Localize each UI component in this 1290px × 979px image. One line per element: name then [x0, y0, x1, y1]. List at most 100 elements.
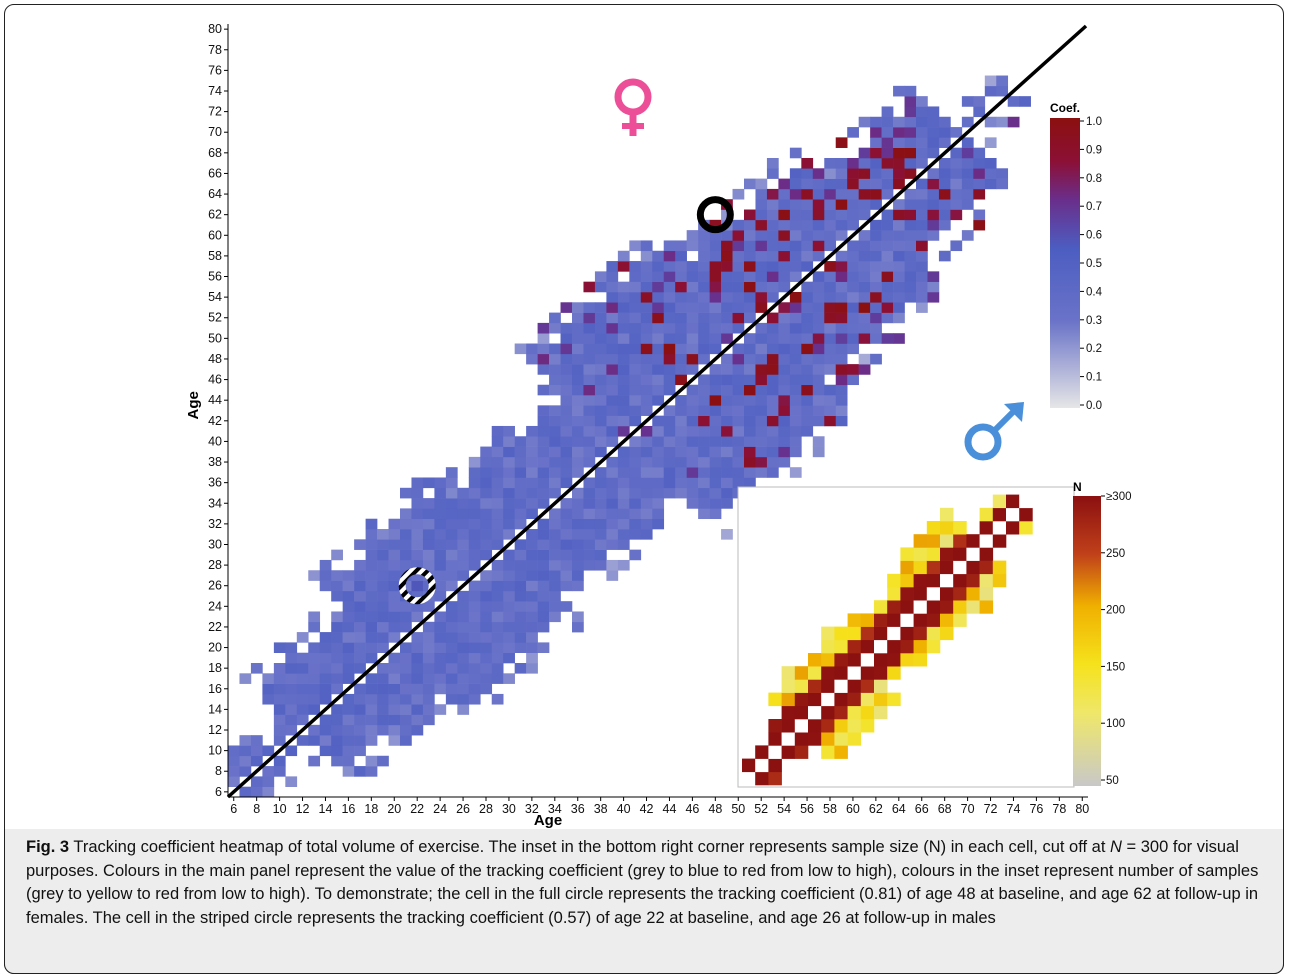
heatmap-cell [652, 518, 665, 530]
heatmap-cell [319, 693, 332, 705]
heatmap-cell [824, 168, 837, 179]
heatmap-cell [847, 302, 859, 313]
heatmap-cell [652, 487, 665, 499]
heatmap-cell [594, 446, 607, 458]
heatmap-cell [342, 590, 355, 602]
heatmap-cell [916, 106, 928, 118]
heatmap-cell [583, 508, 596, 520]
inset-cell [847, 719, 862, 733]
heatmap-cell [468, 621, 481, 633]
heatmap-cell [698, 477, 710, 489]
heatmap-cell [686, 302, 699, 313]
heatmap-cell [778, 240, 791, 252]
heatmap-cell [617, 261, 630, 272]
heatmap-cell [801, 250, 814, 262]
heatmap-cell [755, 230, 768, 241]
heatmap-cell [847, 312, 859, 324]
heatmap-cell [354, 693, 366, 705]
heatmap-cell [594, 343, 607, 355]
heatmap-cell [709, 384, 722, 396]
heatmap-cell [652, 395, 665, 406]
heatmap-cell [457, 611, 470, 623]
heatmap-cell [354, 735, 366, 746]
heatmap-cell [468, 673, 481, 684]
heatmap-cell [698, 291, 710, 303]
heatmap-cell [606, 374, 619, 386]
inset-cell [1006, 507, 1020, 522]
heatmap-cell [457, 621, 470, 633]
heatmap-cell [893, 271, 905, 282]
inset-cell [874, 600, 888, 614]
heatmap-cell [537, 518, 550, 530]
heatmap-cell [422, 498, 435, 509]
heatmap-cell [422, 549, 435, 561]
heatmap-cell [755, 374, 768, 386]
inset-cell [834, 626, 848, 641]
inset-cell [900, 653, 914, 667]
heatmap-cell [732, 312, 745, 324]
heatmap-cell [457, 559, 470, 571]
heatmap-cell [354, 714, 366, 726]
heatmap-cell [801, 178, 814, 190]
heatmap-cell [560, 508, 573, 520]
heatmap-cell [698, 446, 710, 458]
heatmap-cell [755, 415, 768, 427]
y-tick-label: 44 [208, 393, 222, 407]
inset-cell [979, 534, 994, 548]
heatmap-cell [801, 353, 814, 365]
heatmap-cell [927, 127, 940, 138]
heatmap-cell [675, 467, 687, 478]
heatmap-cell [744, 374, 756, 386]
heatmap-cell [594, 487, 607, 499]
heatmap-cell [468, 642, 481, 654]
heatmap-cell [273, 755, 286, 767]
heatmap-cell [526, 508, 538, 520]
heatmap-cell [858, 157, 871, 169]
coef-tick-label: 0.6 [1086, 230, 1102, 242]
heatmap-cell [491, 580, 504, 592]
heatmap-cell [480, 446, 493, 458]
heatmap-cell [572, 405, 584, 416]
heatmap-cell [870, 219, 882, 231]
heatmap-cell [801, 157, 814, 169]
heatmap-cell [445, 539, 458, 550]
heatmap-cell [468, 467, 481, 478]
heatmap-cell [480, 663, 493, 674]
heatmap-cell [640, 343, 653, 355]
heatmap-cell [927, 147, 940, 159]
coef-legend-bar [1050, 118, 1080, 408]
heatmap-cell [331, 683, 343, 695]
heatmap-cell [514, 487, 527, 499]
heatmap-cell [812, 322, 825, 334]
heatmap-cell [950, 127, 963, 138]
heatmap-cell [801, 281, 814, 293]
heatmap-cell [606, 261, 619, 272]
heatmap-cell [617, 353, 630, 365]
heatmap-cell [927, 137, 940, 148]
highlight-markers [398, 196, 734, 605]
inset-cell [926, 626, 941, 641]
heatmap-cell [308, 683, 321, 695]
n-tick-label: 150 [1106, 661, 1125, 673]
inset-cell [821, 705, 835, 720]
heatmap-cell [572, 415, 584, 427]
heatmap-cell [916, 271, 928, 282]
heatmap-cell [549, 518, 561, 530]
x-axis-label: Age [534, 812, 562, 829]
heatmap-cell [262, 745, 275, 757]
heatmap-cell [927, 188, 940, 200]
heatmap-cell [354, 745, 366, 757]
heatmap-cell [365, 549, 378, 561]
heatmap-cell [744, 343, 756, 355]
heatmap-cell [789, 240, 802, 252]
heatmap-cell [491, 590, 504, 602]
heatmap-cell [594, 322, 607, 334]
heatmap-cell [503, 632, 515, 643]
heatmap-cell [434, 477, 447, 489]
heatmap-cell [938, 250, 951, 262]
heatmap-cell [342, 580, 355, 592]
heatmap-cell [503, 456, 515, 468]
heatmap-cell [365, 693, 378, 705]
heatmap-cell [514, 580, 527, 592]
